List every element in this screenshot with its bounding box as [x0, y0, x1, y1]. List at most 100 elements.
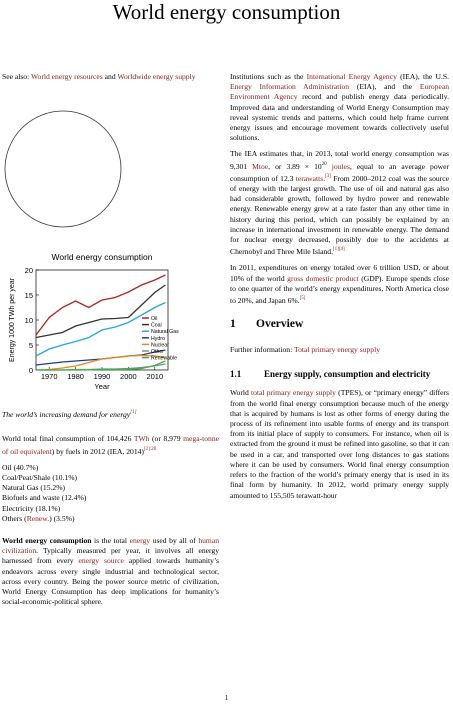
- link-twh[interactable]: TWh: [133, 434, 150, 444]
- section-title: Overview: [256, 318, 304, 331]
- x-axis-label: Year: [94, 382, 110, 391]
- caption-text: The world’s increasing demand for energy: [2, 410, 131, 420]
- x-tick-label: 2010: [146, 372, 163, 381]
- y-tick-label: 15: [25, 291, 33, 300]
- iea-estimate-paragraph: The IEA estimates that, in 2013, total w…: [230, 149, 449, 257]
- p2-exponent: 20: [321, 161, 327, 167]
- p3-ref[interactable]: [5]: [299, 296, 306, 302]
- total-ref[interactable]: [2]:28: [143, 446, 157, 452]
- link-mtoe[interactable]: mega-tonne of oil equivalent: [2, 434, 219, 456]
- p2-text-2: , or 3.89 × 10: [268, 161, 322, 171]
- intro-text-3: . Typically measured per year, it involv…: [2, 546, 219, 566]
- legend-label: Natural Gas: [151, 329, 179, 335]
- total-text-1: World total final consumption of 104,426: [2, 434, 134, 444]
- subsection-number: 1.1: [230, 369, 242, 380]
- x-tick-label: 1980: [67, 372, 84, 381]
- p4-text-2: (TPES), or “primary energy” differs from…: [230, 388, 450, 500]
- p1-text-4: record and publish energy data periodica…: [230, 92, 449, 143]
- see-also-and: and: [102, 72, 118, 81]
- x-tick-label: 1970: [41, 372, 58, 381]
- list-item: Electricity (18.1%): [2, 503, 61, 513]
- y-tick-label: 20: [25, 266, 33, 275]
- y-axis-label: Energy 1000 TWh per year: [9, 278, 16, 363]
- plot-frame: [35, 269, 169, 371]
- fuel-list: Oil (40.7%) Coal/Peat/Shale (10.1%) Natu…: [2, 463, 219, 524]
- intro-text-2: used by all of: [150, 536, 199, 546]
- series-line-renewable: [36, 360, 166, 371]
- total-consumption-paragraph: World total final consumption of 104,426…: [2, 434, 219, 456]
- p2-text-3: , equal to an average power consumption …: [230, 161, 449, 183]
- link-human-civilization[interactable]: human civilization: [2, 536, 219, 556]
- link-iea[interactable]: International Energy Agency: [306, 72, 397, 81]
- legend-label: Other: [151, 349, 164, 355]
- page-number: 1: [224, 694, 229, 702]
- link-eia[interactable]: Energy Information Administration: [230, 82, 350, 92]
- others-suffix: ) (3.5%): [49, 513, 75, 523]
- p2-text-1: The IEA estimates that, in 2013, total w…: [230, 149, 449, 171]
- see-also-line: See also: World energy resources and Wor…: [2, 72, 219, 82]
- p2-ref-2[interactable]: [1][4]: [332, 247, 345, 253]
- x-tick-label: 1990: [94, 372, 111, 381]
- link-mtoe-unit[interactable]: Mtoe: [252, 161, 269, 171]
- subsection-heading-energy-supply: 1.1 Energy supply, consumption and electr…: [230, 369, 449, 380]
- link-eea[interactable]: European Environment Agency: [230, 82, 449, 102]
- caption-ref[interactable]: [1]: [130, 410, 137, 416]
- p2-ref-1[interactable]: [3]: [325, 173, 331, 179]
- subsection-title: Energy supply, consumption and electrici…: [264, 369, 431, 380]
- link-world-energy-resources[interactable]: World energy resources: [30, 72, 103, 81]
- figure-caption: The world’s increasing demand for energy…: [2, 408, 219, 420]
- link-tpes[interactable]: total primary energy supply: [251, 388, 336, 398]
- expenditure-paragraph: In 2011, expenditures on energy totaled …: [230, 263, 449, 306]
- link-total-primary-energy-supply[interactable]: Total primary energy supply: [293, 345, 380, 355]
- y-tick-label: 10: [25, 316, 33, 325]
- legend-label: Oil: [151, 316, 157, 322]
- p4-text-1: World: [230, 388, 252, 398]
- left-column: See also: World energy resources and Wor…: [2, 72, 219, 613]
- tpes-paragraph: World total primary energy supply (TPES)…: [230, 388, 449, 500]
- intro-paragraph: World energy consumption is the total en…: [2, 536, 219, 607]
- link-gdp[interactable]: gross domestic product: [287, 273, 359, 283]
- intro-text-1: is the total: [91, 536, 130, 546]
- link-terawatts[interactable]: terawatts: [295, 173, 324, 183]
- p3-text-2: (GDP). Europe spends close to one quarte…: [230, 273, 449, 306]
- energy-chart: World energy consumption 0 5 10 15 20 1970 1980…: [9, 252, 179, 391]
- link-energy[interactable]: energy: [129, 536, 151, 546]
- institutions-paragraph: Institutions such as the International E…: [230, 72, 449, 143]
- link-joules[interactable]: joules: [331, 161, 350, 171]
- p1-text-3: (EIA), and the: [349, 82, 420, 92]
- list-item: Oil (40.7%): [2, 462, 39, 472]
- list-item: Others (Renew.) (3.5%): [2, 514, 219, 524]
- chart-title: World energy consumption: [52, 252, 153, 262]
- others-prefix: Others (: [2, 513, 27, 523]
- legend-label: Nuclear: [151, 343, 169, 349]
- further-prefix: Further information:: [230, 345, 294, 355]
- p1-text-1: Institutions such as the: [230, 72, 307, 81]
- series-line-coal: [35, 284, 166, 339]
- list-item: Natural Gas (15.2%): [2, 483, 66, 493]
- y-tick-label: 5: [29, 341, 33, 350]
- y-tick-label: 0: [29, 366, 33, 375]
- world-map-figure: [4, 110, 122, 228]
- section-heading-overview: 1 Overview: [230, 318, 449, 331]
- total-text-3: ) by fuels in 2012 (IEA, 2014): [51, 446, 144, 456]
- section-number: 1: [230, 318, 236, 331]
- list-item: Biofuels and waste (12.4%): [2, 493, 87, 503]
- x-tick-label: 2000: [120, 372, 137, 381]
- link-worldwide-energy-supply[interactable]: Worldwide energy supply: [117, 72, 196, 81]
- link-energy-source[interactable]: energy source: [78, 556, 124, 566]
- p2-text-4: From 2000–2012 coal was the source of en…: [230, 173, 449, 257]
- right-column: Institutions such as the International E…: [230, 72, 449, 507]
- intro-text-4: applied towards humanity’s endeavors acr…: [2, 556, 220, 607]
- page-title: World energy consumption: [112, 0, 341, 24]
- series-line-oil: [35, 274, 166, 336]
- list-item: Coal/Peat/Shale (10.1%): [2, 473, 78, 483]
- intro-bold: World energy consumption: [2, 536, 92, 546]
- link-renewable[interactable]: Renew.: [26, 513, 50, 523]
- series-line-nuclear: [35, 355, 166, 371]
- see-also-prefix: See also:: [2, 72, 31, 81]
- total-text-2: (or 8,979: [149, 434, 184, 444]
- legend-label: Hydro: [151, 336, 165, 342]
- series-line-natural-gas: [35, 302, 166, 357]
- legend-label: Coal: [151, 323, 162, 329]
- p1-text-2: (IEA), the U.S.: [396, 72, 449, 81]
